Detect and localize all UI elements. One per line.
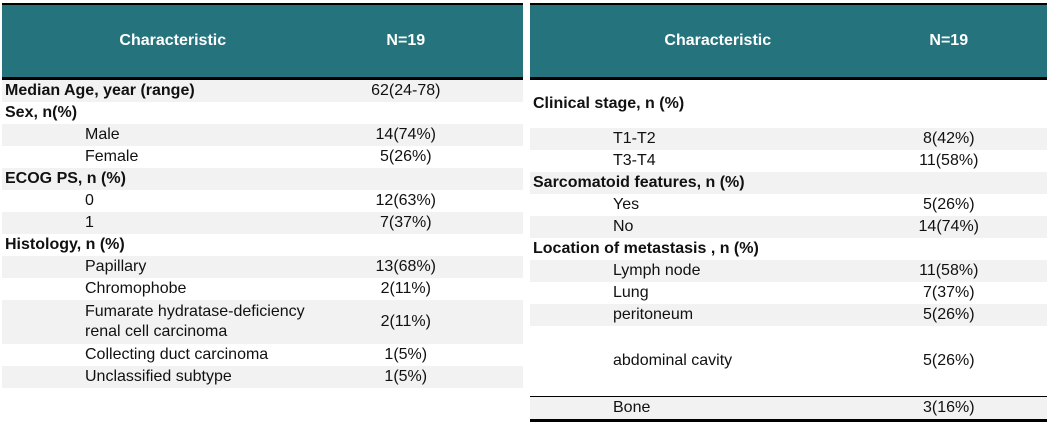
table-rows: Median Age, year (range) 62(24-78) Sex, n(… [2, 80, 523, 388]
table-row: Median Age, year (range) 62(24-78) [2, 80, 523, 102]
table-row: 0 12(63%) [2, 190, 523, 212]
table-row: Clinical stage, n (%) [530, 80, 1047, 128]
row-label: 0 [85, 192, 94, 209]
row-label: 1 [85, 214, 94, 231]
table-row: Lymph node 11(58%) [530, 260, 1047, 282]
row-label: Collecting duct carcinoma [85, 346, 269, 363]
table-row: Location of metastasis , n (%) [530, 238, 1047, 260]
table-row: Papillary 13(68%) [2, 256, 523, 278]
row-label: Papillary [85, 258, 147, 275]
table-row: Bone 3(16%) [530, 396, 1047, 419]
row-value: 8(42%) [922, 130, 975, 147]
table-row: Yes 5(26%) [530, 194, 1047, 216]
row-label: Yes [613, 196, 640, 213]
row-label: Clinical stage, n (%) [533, 95, 685, 112]
table-header-n: N=19 [386, 32, 426, 49]
table-row: T1-T2 8(42%) [530, 128, 1047, 150]
row-value: 5(26%) [922, 352, 975, 369]
table-row: Unclassified subtype 1(5%) [2, 366, 523, 388]
table-rows: Clinical stage, n (%) T1-T2 8(42%) T3-T4 11(… [530, 80, 1047, 422]
row-label: Male [85, 126, 120, 143]
table-row: 1 7(37%) [2, 212, 523, 234]
row-label: No [613, 218, 634, 235]
table-row: T3-T4 11(58%) [530, 150, 1047, 172]
row-value: 7(37%) [922, 284, 975, 301]
row-label: Female [85, 148, 139, 165]
characteristics-table-left: Characteristic N=19 Median Age, year (rang… [2, 1, 523, 435]
table-header-row: Characteristic N=19 [2, 3, 523, 80]
row-label: T3-T4 [613, 152, 656, 169]
row-value: 1(5%) [384, 368, 428, 385]
table-row: abdominal cavity 5(26%) [530, 326, 1047, 396]
table-row: peritoneum 5(26%) [530, 304, 1047, 326]
row-value: 5(26%) [922, 196, 975, 213]
table-header-characteristic: Characteristic [664, 32, 772, 49]
table-row: Sex, n(%) [2, 102, 523, 124]
row-value: 14(74%) [375, 126, 437, 143]
row-value: 5(26%) [379, 148, 432, 165]
row-value: 12(63%) [375, 192, 437, 209]
characteristics-table-right: Characteristic N=19 Clinical stage, n (%) T… [530, 1, 1047, 435]
row-label: abdominal cavity [613, 352, 733, 369]
table-row: Male 14(74%) [2, 124, 523, 146]
row-label: Median Age, year (range) [5, 82, 195, 99]
row-label: Lung [613, 284, 649, 301]
table-row: Chromophobe 2(11%) [2, 278, 523, 300]
table-row: ECOG PS, n (%) [2, 168, 523, 190]
row-value: 7(37%) [379, 214, 432, 231]
row-label: Chromophobe [85, 280, 187, 297]
row-label: peritoneum [613, 306, 694, 323]
row-value: 3(16%) [922, 399, 975, 416]
table-row: Sarcomatoid features, n (%) [530, 172, 1047, 194]
row-label: Unclassified subtype [85, 368, 232, 385]
table-row: No 14(74%) [530, 216, 1047, 238]
row-label: Fumarate hydratase-deficiency renal cell… [85, 303, 305, 340]
row-value: 62(24-78) [371, 82, 441, 99]
row-value: 14(74%) [918, 218, 979, 235]
row-value: 2(11%) [380, 280, 431, 297]
table-row: Female 5(26%) [2, 146, 523, 168]
row-label: Histology, n (%) [5, 236, 125, 253]
table-header-row: Characteristic N=19 [530, 3, 1047, 80]
table-row: Lung 7(37%) [530, 282, 1047, 304]
table-row: Collecting duct carcinoma 1(5%) [2, 344, 523, 366]
row-label: Sex, n(%) [5, 104, 78, 121]
table-header-characteristic: Characteristic [119, 32, 227, 49]
row-label: Bone [613, 399, 651, 416]
row-value: 1(5%) [384, 346, 428, 363]
row-label: Sarcomatoid features, n (%) [533, 174, 745, 191]
row-value: 13(68%) [375, 258, 437, 275]
row-value: 11(58%) [919, 152, 979, 169]
row-label: Lymph node [613, 262, 701, 279]
row-value: 5(26%) [922, 306, 975, 323]
row-label: T1-T2 [613, 130, 656, 147]
table-row: Fumarate hydratase-deficiency renal cell… [2, 300, 523, 344]
row-label: Location of metastasis , n (%) [533, 240, 759, 257]
row-value: 2(11%) [380, 313, 431, 330]
table-header-n: N=19 [929, 32, 969, 49]
row-value: 11(58%) [919, 262, 979, 279]
row-label: ECOG PS, n (%) [5, 170, 126, 187]
table-row: Histology, n (%) [2, 234, 523, 256]
